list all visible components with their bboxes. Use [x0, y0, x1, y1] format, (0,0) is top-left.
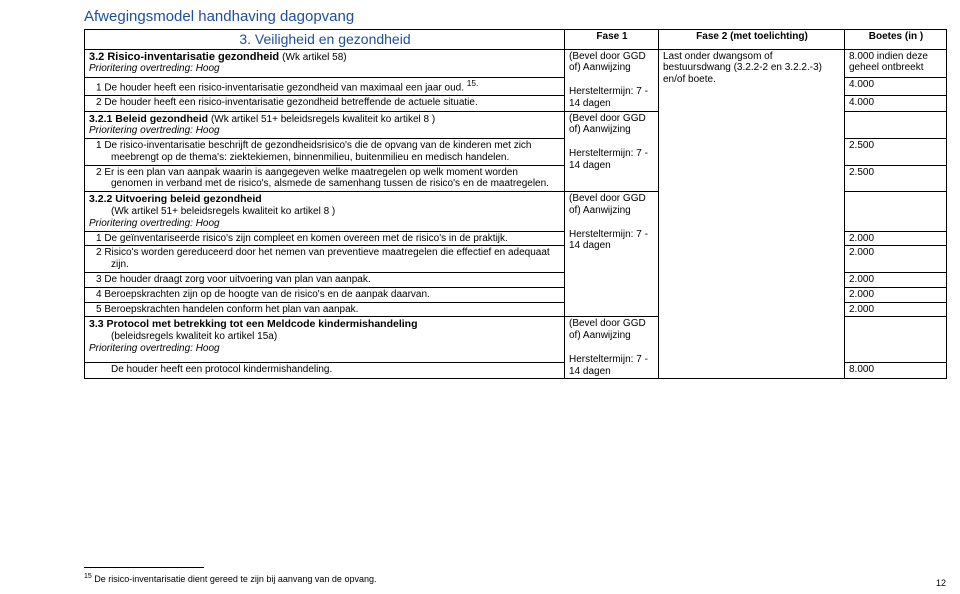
text-3-3-fase1a: (Bevel door GGD of) Aanwijzing	[569, 318, 646, 341]
text-3-3-sub: (beleidsregels kwaliteit ko artikel 15a)	[89, 331, 561, 343]
cell-3-2-1-boete-p1: 2.500	[845, 139, 947, 166]
cell-3-2-1-fase1: (Bevel door GGD of) Aanwijzing Herstelte…	[565, 111, 659, 192]
col-header-section: 3. Veiligheid en gezondheid	[85, 30, 565, 50]
col-header-boetes: Boetes (in )	[845, 30, 947, 50]
footnote-text: De risico-inventarisatie dient gereed te…	[92, 574, 377, 584]
document-title: Afwegingsmodel handhaving dagopvang	[84, 8, 946, 25]
text-3-3-title: 3.3 Protocol met betrekking tot een Meld…	[89, 318, 417, 330]
text-3-2-1-fase1a: (Bevel door GGD of) Aanwijzing	[569, 113, 646, 136]
row-3-2-head: 3.2 Risico-inventarisatie gezondheid (Wk…	[85, 49, 947, 77]
text-3-2-2-title: 3.2.2 Uitvoering beleid gezondheid	[89, 193, 262, 205]
cell-3-2-2-p5: 5 Beroepskrachten handelen conform het p…	[85, 302, 565, 317]
cell-3-2-1-title: 3.2.1 Beleid gezondheid (Wk artikel 51+ …	[85, 111, 565, 139]
table-header-row: 3. Veiligheid en gezondheid Fase 1 Fase …	[85, 30, 947, 50]
cell-3-2-2-p2: 2 Risico's worden gereduceerd door het n…	[85, 246, 565, 273]
text-3-2-fase1b: Hersteltermijn: 7 - 14 dagen	[569, 86, 648, 109]
footnote-marker-15: 15.	[467, 78, 479, 88]
cell-3-2-2-boete-p1: 2.000	[845, 231, 947, 246]
cell-3-2-2-boete-p5: 2.000	[845, 302, 947, 317]
cell-3-2-title: 3.2 Risico-inventarisatie gezondheid (Wk…	[85, 49, 565, 77]
cell-3-2-2-boete-head	[845, 192, 947, 231]
cell-3-2-2-fase1: (Bevel door GGD of) Aanwijzing Herstelte…	[565, 192, 659, 317]
cell-3-2-2-boete-p2: 2.000	[845, 246, 947, 273]
text-3-3-fase1b: Hersteltermijn: 7 - 14 dagen	[569, 354, 648, 377]
text-3-2-2-sub: (Wk artikel 51+ beleidsregels kwaliteit …	[89, 206, 561, 218]
footnote-number: 15	[84, 573, 92, 580]
text-3-2-1-fase1b: Hersteltermijn: 7 - 14 dagen	[569, 148, 648, 171]
cell-3-2-p2: 2 De houder heeft een risico-inventarisa…	[85, 96, 565, 111]
text-3-2-1-p2: 2 Er is een plan van aanpak waarin is aa…	[89, 167, 561, 191]
cell-3-3-p1: De houder heeft een protocol kindermisha…	[85, 362, 565, 379]
footnote: 15 De risico-inventarisatie dient gereed…	[84, 573, 376, 584]
text-3-2-p2: 2 De houder heeft een risico-inventarisa…	[89, 97, 561, 109]
cell-3-2-boete-p2: 4.000	[845, 96, 947, 111]
text-3-2-p1: 1 De houder heeft een risico-inventarisa…	[96, 82, 467, 93]
text-3-2-2-p2: 2 Risico's worden gereduceerd door het n…	[89, 247, 561, 271]
cell-3-2-2-p3: 3 De houder draagt zorg voor uitvoering …	[85, 273, 565, 288]
cell-3-2-boete-head: 8.000 indien deze geheel ontbreekt	[845, 49, 947, 77]
page-number: 12	[936, 578, 946, 588]
text-3-3-prio: Prioritering overtreding: Hoog	[89, 343, 220, 354]
text-3-2-2-fase1a: (Bevel door GGD of) Aanwijzing	[569, 193, 646, 216]
cell-3-2-2-boete-p3: 2.000	[845, 273, 947, 288]
cell-3-2-2-p4: 4 Beroepskrachten zijn op de hoogte van …	[85, 287, 565, 302]
cell-3-2-1-p1: 1 De risico-inventarisatie beschrijft de…	[85, 139, 565, 166]
text-3-2-1-title-paren: (Wk artikel 51+ beleidsregels kwaliteit …	[211, 114, 435, 125]
cell-3-3-boete-p1: 8.000	[845, 362, 947, 379]
page-container: Afwegingsmodel handhaving dagopvang 3. V…	[0, 0, 960, 594]
cell-3-2-boete-p1: 4.000	[845, 77, 947, 96]
text-3-2-2-p3: 3 De houder draagt zorg voor uitvoering …	[89, 274, 561, 286]
text-3-2-1-prio: Prioritering overtreding: Hoog	[89, 125, 220, 136]
cell-3-2-1-boete-p2: 2.500	[845, 165, 947, 192]
text-3-2-title-paren: (Wk artikel 58)	[282, 52, 346, 63]
regulation-table: 3. Veiligheid en gezondheid Fase 1 Fase …	[84, 29, 947, 379]
cell-3-3-title: 3.3 Protocol met betrekking tot een Meld…	[85, 317, 565, 362]
text-fase2: Last onder dwangsom of bestuursdwang (3.…	[663, 51, 822, 86]
cell-3-2-1-p2: 2 Er is een plan van aanpak waarin is aa…	[85, 165, 565, 192]
cell-3-3-boete-head	[845, 317, 947, 362]
text-3-2-2-p1: 1 De geïnventariseerde risico's zijn com…	[89, 233, 561, 245]
text-3-2-fase1a: (Bevel door GGD of) Aanwijzing	[569, 51, 646, 74]
cell-3-2-2-p1: 1 De geïnventariseerde risico's zijn com…	[85, 231, 565, 246]
text-3-2-1-p1: 1 De risico-inventarisatie beschrijft de…	[89, 140, 561, 164]
cell-3-2-2-title: 3.2.2 Uitvoering beleid gezondheid (Wk a…	[85, 192, 565, 231]
text-3-2-2-fase1b: Hersteltermijn: 7 - 14 dagen	[569, 229, 648, 252]
col-header-fase2: Fase 2 (met toelichting)	[659, 30, 845, 50]
text-3-2-prio: Prioritering overtreding: Hoog	[89, 63, 220, 74]
footnote-rule	[84, 567, 204, 568]
cell-3-2-p1: 1 De houder heeft een risico-inventarisa…	[85, 77, 565, 96]
text-3-2-title-main: 3.2 Risico-inventarisatie gezondheid	[89, 51, 282, 63]
col-header-fase1: Fase 1	[565, 30, 659, 50]
cell-3-2-1-boete-head	[845, 111, 947, 139]
text-3-2-2-prio: Prioritering overtreding: Hoog	[89, 218, 220, 229]
cell-3-2-fase1: (Bevel door GGD of) Aanwijzing Herstelte…	[565, 49, 659, 111]
cell-3-3-fase1: (Bevel door GGD of) Aanwijzing Herstelte…	[565, 317, 659, 379]
text-3-3-p1: De houder heeft een protocol kindermisha…	[89, 364, 561, 376]
text-3-2-2-p5: 5 Beroepskrachten handelen conform het p…	[89, 304, 561, 316]
text-3-2-1-title-main: 3.2.1 Beleid gezondheid	[89, 113, 211, 125]
text-3-2-2-p4: 4 Beroepskrachten zijn op de hoogte van …	[89, 289, 561, 301]
cell-fase2-merged: Last onder dwangsom of bestuursdwang (3.…	[659, 49, 845, 379]
cell-3-2-2-boete-p4: 2.000	[845, 287, 947, 302]
